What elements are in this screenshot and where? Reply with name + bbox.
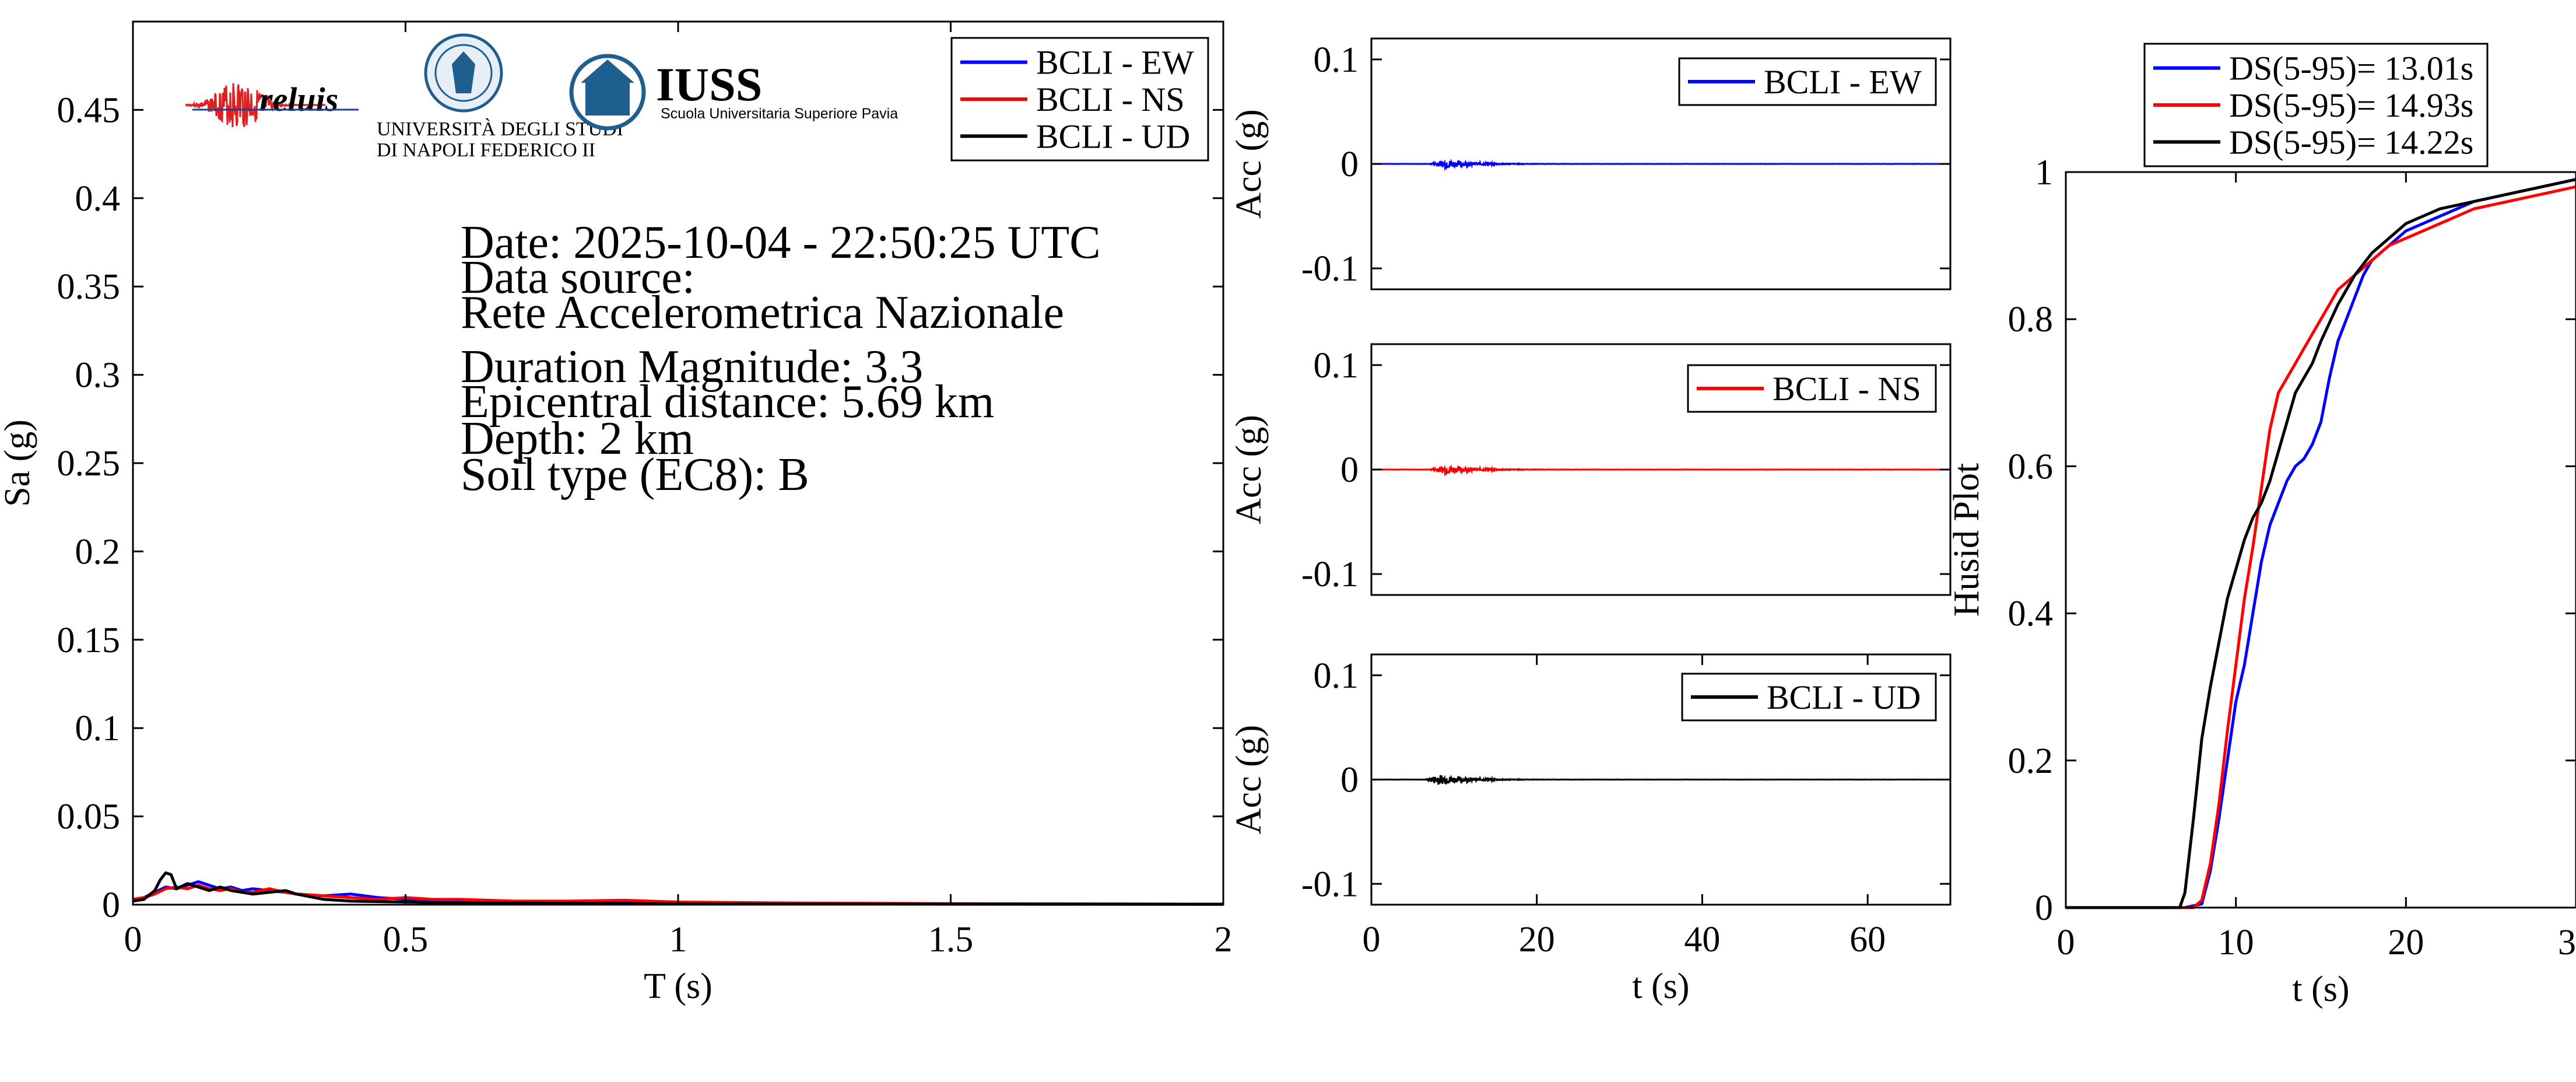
legend-label: BCLI - UD <box>1767 678 1921 716</box>
unina-line1: UNIVERSITÀ DEGLI STUDI <box>377 118 623 140</box>
xaxis-label: t (s) <box>2292 969 2349 1009</box>
xaxis-label: T (s) <box>644 967 713 1006</box>
legend-label: BCLI - UD <box>1036 117 1190 155</box>
spectrum-chart: 0 0.05 0.1 0.15 0.2 0.25 0.3 0.35 0.4 0.45 0 0.5 1 1.… <box>0 20 1233 1006</box>
seismogram-logo-icon <box>185 83 325 128</box>
ytick-label: 0.2 <box>75 532 121 572</box>
axes-frame-husid <box>2065 171 2576 909</box>
info-distance: Epicentral distance: 5.69 km <box>461 376 994 428</box>
legend-label: DS(5-95)= 14.22s <box>2229 123 2473 161</box>
ytick-label: 0.1 <box>1314 656 1359 696</box>
legend-label: BCLI - NS <box>1036 80 1185 118</box>
series-trace-acc_ew <box>1371 158 1950 171</box>
ytick-label: 0 <box>2035 888 2053 928</box>
xtick-label: 0 <box>124 920 142 960</box>
yaxis-label: Sa (g) <box>0 419 37 507</box>
xtick-label: 40 <box>1684 920 1720 960</box>
ytick-label: 0.25 <box>57 444 121 484</box>
series-line-husid-1 <box>2066 185 2576 909</box>
legend-label: BCLI - NS <box>1773 370 1921 408</box>
xtick-label: 10 <box>2218 923 2254 962</box>
yaxis-label: Husid Plot <box>1947 463 1987 617</box>
xtick-label: 0 <box>2057 923 2075 962</box>
legend-label: DS(5-95)= 13.01s <box>2229 50 2473 87</box>
acc-ew-chart: -0.1 0 0.1 Acc (g) BCLI - EW <box>1229 37 1952 290</box>
info-depth: Depth: 2 km <box>461 413 694 464</box>
ytick-label: 0 <box>102 885 120 925</box>
ytick-label: 0.05 <box>57 797 121 837</box>
series-trace-acc_ud <box>1371 774 1950 786</box>
ytick-label: 0.6 <box>2008 447 2054 486</box>
ytick-label: 0.8 <box>2008 300 2054 339</box>
event-info: Date: 2025-10-04 - 22:50:25 UTC Data sou… <box>461 217 1101 500</box>
info-soil: Soil type (EC8): B <box>461 449 809 500</box>
reluis-logo-text: reluis <box>259 80 338 118</box>
info-magnitude: Duration Magnitude: 3.3 <box>461 341 923 393</box>
ytick-label: -0.1 <box>1301 555 1359 594</box>
ytick-label: 0 <box>1340 450 1359 490</box>
series-line-spectrum-2 <box>132 871 1224 906</box>
yaxis-label: Acc (g) <box>1229 109 1269 219</box>
info-source-value: Rete Accelerometrica Nazionale <box>461 287 1064 338</box>
ytick-label: -0.1 <box>1301 249 1359 289</box>
iuss-logo: IUSS Scuola Universitaria Superiore Pavi… <box>569 54 898 131</box>
ytick-label: 0.15 <box>57 621 121 660</box>
husid-chart: 00.20.40.60.810102030t (s)Husid PlotDS(5… <box>1947 43 2576 1009</box>
series-line-husid-0 <box>2066 178 2576 909</box>
xtick-label: 20 <box>1519 920 1555 960</box>
ytick-label: 0 <box>1340 145 1359 184</box>
unina-logo: UNIVERSITÀ DEGLI STUDI DI NAPOLI FEDERIC… <box>377 33 623 161</box>
yaxis-label: Acc (g) <box>1229 415 1269 524</box>
reluis-logo: reluis <box>185 80 359 128</box>
xtick-label: 1 <box>669 920 687 960</box>
ytick-label: 0.2 <box>2008 741 2054 781</box>
ytick-label: 0.1 <box>1314 346 1359 386</box>
ytick-label: 0.35 <box>57 267 121 307</box>
xtick-label: 0 <box>1363 920 1381 960</box>
unina-seal-figure <box>452 51 475 93</box>
xtick-label: 60 <box>1849 920 1886 960</box>
info-source-label: Data source: <box>461 252 695 303</box>
legend-box-acc_ns <box>1687 364 1937 413</box>
legend-label: BCLI - EW <box>1036 44 1194 82</box>
xtick-label: 20 <box>2388 923 2424 962</box>
legend-label: DS(5-95)= 14.93s <box>2229 86 2473 124</box>
ytick-label: 0 <box>1340 761 1359 800</box>
series-trace-acc_ns <box>1371 464 1950 477</box>
ytick-label: 0.3 <box>75 356 121 395</box>
xaxis-label: t (s) <box>1632 967 1689 1006</box>
unina-line2: DI NAPOLI FEDERICO II <box>377 139 595 161</box>
iuss-emblem-roof <box>581 59 634 83</box>
series-line-husid-2 <box>2066 178 2576 909</box>
iuss-subtitle: Scuola Universitaria Superiore Pavia <box>661 106 898 122</box>
ytick-label: 0.1 <box>75 709 121 748</box>
iuss-title: IUSS <box>656 58 762 111</box>
ytick-label: 0.1 <box>1314 40 1359 80</box>
ytick-label: 0.4 <box>75 179 121 219</box>
ytick-label: 0.45 <box>57 90 121 130</box>
acc-ud-chart: -0.100.10 20 40 60t (s)Acc (g)BCLI - UD <box>1229 653 1952 1006</box>
xtick-label: 0.5 <box>383 920 429 960</box>
iuss-emblem-building <box>585 82 630 115</box>
yaxis-label: Acc (g) <box>1229 725 1269 835</box>
ytick-label: 0.4 <box>2008 594 2054 634</box>
xtick-label: 30 <box>2558 923 2576 962</box>
info-date: Date: 2025-10-04 - 22:50:25 UTC <box>461 217 1101 268</box>
ytick-label: -0.1 <box>1301 864 1359 904</box>
xtick-label: 2 <box>1215 920 1233 960</box>
legend-label: BCLI - EW <box>1764 63 1922 101</box>
ytick-label: 1 <box>2035 153 2053 192</box>
xtick-label: 1.5 <box>928 920 974 960</box>
acc-ns-chart: -0.1 0 0.1 Acc (g) BCLI - NS <box>1229 343 1952 596</box>
unina-seal-inner <box>434 44 493 102</box>
